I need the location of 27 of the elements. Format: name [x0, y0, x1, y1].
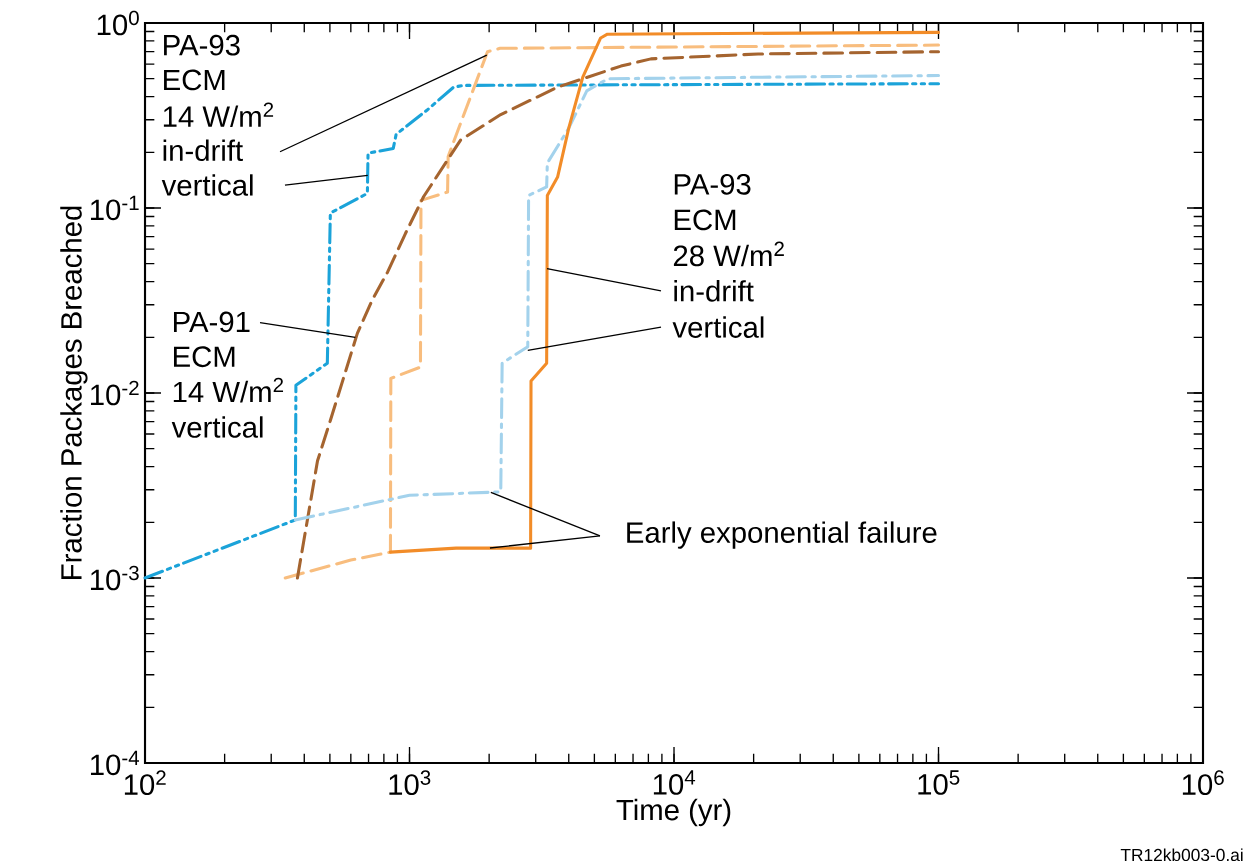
annotation: PA-91 — [173, 311, 250, 333]
x-tick-label: 10$^{2}$ — [124, 770, 166, 796]
annotation: PA-93 — [164, 34, 240, 56]
y-axis-title: Fraction Packages Breached — [60, 206, 88, 579]
annotation: vertical — [672, 316, 764, 338]
annotation: ECM — [674, 209, 736, 231]
annotation: 28 W/m$^{2}$ — [673, 241, 784, 267]
annotation: Early exponential failure — [627, 521, 937, 549]
x-tick-label: 10$^{6}$ — [1182, 770, 1224, 796]
x-tick-label: 10$^{3}$ — [389, 770, 431, 796]
x-tick-label: 10$^{5}$ — [918, 770, 960, 795]
text: TR12kb003-0.ai — [1120, 848, 1243, 862]
annotation: vertical — [171, 416, 263, 438]
annotation: 14 W/m$^{2}$ — [173, 377, 284, 403]
annotation: in-drift — [674, 280, 754, 302]
y-tick-label: 10$^{0}$ — [97, 10, 139, 36]
y-tick-label: 10$^{-1}$ — [90, 195, 139, 221]
annotation: in-drift — [163, 139, 243, 162]
y-tick-label: 10$^{-2}$ — [90, 380, 139, 406]
annotation: vertical — [161, 174, 253, 196]
x-axis-title: Time (yr) — [616, 798, 731, 827]
annotation: ECM — [173, 346, 235, 368]
annotation: PA-93 — [674, 173, 751, 195]
y-tick-label: 10$^{-3}$ — [90, 565, 139, 591]
annotation: 14 W/m$^{2}$ — [163, 102, 274, 128]
annotation: ECM — [164, 69, 225, 91]
x-tick-label: 10$^{4}$ — [653, 770, 696, 795]
